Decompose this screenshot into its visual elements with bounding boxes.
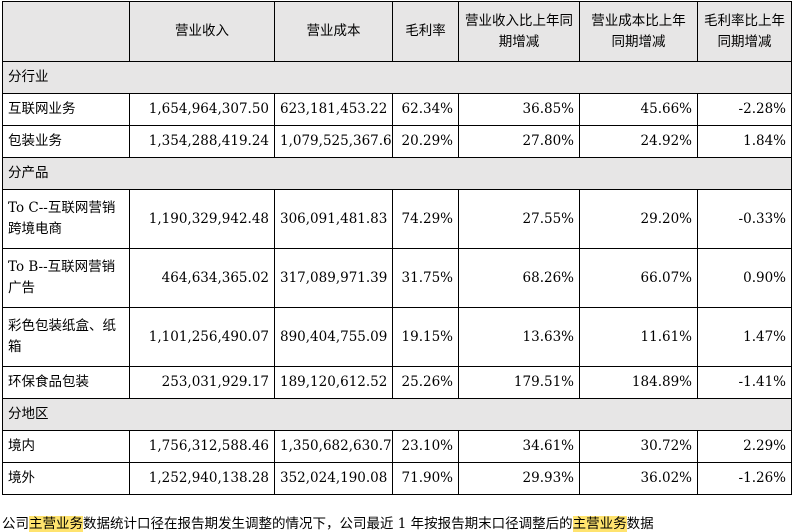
row-name: 境外 xyxy=(2,462,130,495)
revenue-cell: 1,354,288,419.24 xyxy=(129,125,275,158)
revenue-change-cell: 29.93% xyxy=(458,462,580,495)
section-row: 分行业 xyxy=(2,61,792,94)
margin-change-cell: 1.47% xyxy=(697,307,792,367)
header-row: 营业收入 营业成本 毛利率 营业收入比上年同期增减 营业成本比上年同期增减 毛利… xyxy=(2,1,792,62)
table-row: To B--互联网营销广告 464,634,365.02 317,089,971… xyxy=(2,248,792,308)
section-title: 分产品 xyxy=(2,157,792,190)
revenue-cell: 464,634,365.02 xyxy=(129,248,275,308)
table-row: 彩色包装纸盒、纸箱 1,101,256,490.07 890,404,755.0… xyxy=(2,307,792,367)
revenue-change-cell: 36.85% xyxy=(458,93,580,126)
margin-cell: 25.26% xyxy=(392,366,459,399)
cost-cell: 1,350,682,630.75 xyxy=(274,430,393,463)
table-row: 包装业务 1,354,288,419.24 1,079,525,367.61 2… xyxy=(2,125,792,158)
footnote-highlight: 主营业务 xyxy=(29,516,83,532)
margin-cell: 20.29% xyxy=(392,125,459,158)
margin-change-cell: 1.84% xyxy=(697,125,792,158)
table-row: 互联网业务 1,654,964,307.50 623,181,453.22 62… xyxy=(2,93,792,126)
table-row: 环保食品包装 253,031,929.17 189,120,612.52 25.… xyxy=(2,366,792,399)
cost-change-cell: 29.20% xyxy=(579,189,698,249)
header-cell: 毛利率比上年同期增减 xyxy=(697,1,792,62)
table-row: 境内 1,756,312,588.46 1,350,682,630.75 23.… xyxy=(2,430,792,463)
margin-cell: 62.34% xyxy=(392,93,459,126)
cost-change-cell: 11.61% xyxy=(579,307,698,367)
revenue-change-cell: 68.26% xyxy=(458,248,580,308)
revenue-cell: 1,654,964,307.50 xyxy=(129,93,275,126)
financial-table: 营业收入 营业成本 毛利率 营业收入比上年同期增减 营业成本比上年同期增减 毛利… xyxy=(2,1,792,495)
cost-cell: 189,120,612.52 xyxy=(274,366,393,399)
table-row: To C--互联网营销跨境电商 1,190,329,942.48 306,091… xyxy=(2,189,792,249)
cost-cell: 352,024,190.08 xyxy=(274,462,393,495)
revenue-change-cell: 34.61% xyxy=(458,430,580,463)
margin-change-cell: 0.90% xyxy=(697,248,792,308)
section-row: 分地区 xyxy=(2,398,792,431)
row-name: 境内 xyxy=(2,430,130,463)
cost-change-cell: 36.02% xyxy=(579,462,698,495)
row-name: To C--互联网营销跨境电商 xyxy=(2,189,130,249)
margin-change-cell: -2.28% xyxy=(697,93,792,126)
row-name: 包装业务 xyxy=(2,125,130,158)
header-cell: 毛利率 xyxy=(392,1,459,62)
revenue-change-cell: 27.80% xyxy=(458,125,580,158)
margin-cell: 23.10% xyxy=(392,430,459,463)
margin-change-cell: -1.41% xyxy=(697,366,792,399)
margin-cell: 74.29% xyxy=(392,189,459,249)
revenue-cell: 1,101,256,490.07 xyxy=(129,307,275,367)
cost-cell: 890,404,755.09 xyxy=(274,307,393,367)
footnote-text: 公司 xyxy=(2,516,29,532)
footnote-highlight: 主营业务 xyxy=(572,516,627,532)
cost-change-cell: 45.66% xyxy=(579,93,698,126)
margin-cell: 31.75% xyxy=(392,248,459,308)
revenue-cell: 253,031,929.17 xyxy=(129,366,275,399)
margin-cell: 71.90% xyxy=(392,462,459,495)
footnote-text: 数据统计口径在报告期发生调整的情况下，公司最近 1 年按报告期末口径调整后的 xyxy=(83,516,573,532)
revenue-change-cell: 13.63% xyxy=(458,307,580,367)
cost-change-cell: 184.89% xyxy=(579,366,698,399)
margin-change-cell: 2.29% xyxy=(697,430,792,463)
section-title: 分地区 xyxy=(2,398,792,431)
header-cell: 营业成本 xyxy=(274,1,393,62)
cost-change-cell: 24.92% xyxy=(579,125,698,158)
cost-cell: 1,079,525,367.61 xyxy=(274,125,393,158)
row-name: 彩色包装纸盒、纸箱 xyxy=(2,307,130,367)
footnote: 公司主营业务数据统计口径在报告期发生调整的情况下，公司最近 1 年按报告期末口径… xyxy=(2,512,654,532)
header-cell: 营业收入 xyxy=(129,1,275,62)
revenue-cell: 1,190,329,942.48 xyxy=(129,189,275,249)
section-row: 分产品 xyxy=(2,157,792,190)
revenue-change-cell: 179.51% xyxy=(458,366,580,399)
row-name: 环保食品包装 xyxy=(2,366,130,399)
footnote-text: 数据 xyxy=(626,516,654,532)
header-cell: 营业收入比上年同期增减 xyxy=(458,1,580,62)
cost-cell: 623,181,453.22 xyxy=(274,93,393,126)
revenue-cell: 1,252,940,138.28 xyxy=(129,462,275,495)
cost-change-cell: 30.72% xyxy=(579,430,698,463)
header-cell: 营业成本比上年同期增减 xyxy=(579,1,698,62)
revenue-change-cell: 27.55% xyxy=(458,189,580,249)
margin-change-cell: -0.33% xyxy=(697,189,792,249)
cost-cell: 306,091,481.83 xyxy=(274,189,393,249)
header-cell xyxy=(2,1,130,62)
row-name: To B--互联网营销广告 xyxy=(2,248,130,308)
cost-cell: 317,089,971.39 xyxy=(274,248,393,308)
cost-change-cell: 66.07% xyxy=(579,248,698,308)
margin-cell: 19.15% xyxy=(392,307,459,367)
section-title: 分行业 xyxy=(2,61,792,94)
margin-change-cell: -1.26% xyxy=(697,462,792,495)
revenue-cell: 1,756,312,588.46 xyxy=(129,430,275,463)
row-name: 互联网业务 xyxy=(2,93,130,126)
table-row: 境外 1,252,940,138.28 352,024,190.08 71.90… xyxy=(2,462,792,495)
